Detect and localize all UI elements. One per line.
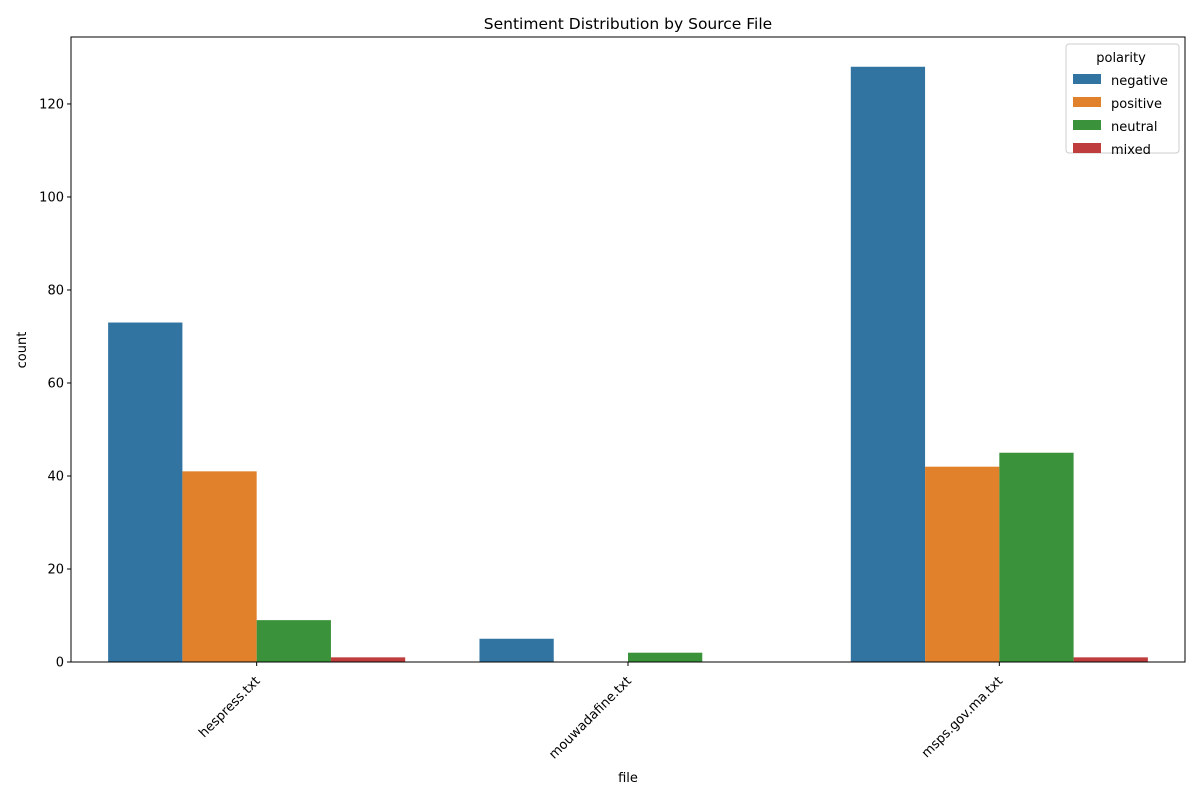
- legend-swatch-neutral: [1073, 120, 1101, 130]
- x-axis-label: file: [618, 771, 638, 786]
- x-tick-label: mouwadafine.txt: [546, 674, 634, 762]
- bar-negative-2: [850, 66, 926, 662]
- bar-mixed-2: [1073, 657, 1148, 662]
- bar-positive-0: [182, 471, 257, 662]
- y-axis-label: count: [15, 332, 30, 369]
- legend: polarity negative positive neutral mixed: [1065, 43, 1180, 158]
- y-tick-label: 40: [47, 469, 64, 484]
- legend-label-mixed: mixed: [1111, 143, 1151, 158]
- y-tick-label: 120: [39, 97, 64, 112]
- y-tick-label: 20: [47, 562, 64, 577]
- bar-negative-1: [479, 638, 554, 662]
- bar-positive-2: [925, 466, 1000, 662]
- legend-title: polarity: [1096, 51, 1146, 66]
- bar-neutral-0: [256, 620, 331, 662]
- legend-items: negative positive neutral mixed: [1073, 74, 1168, 158]
- bar-neutral-2: [999, 452, 1074, 662]
- bar-neutral-1: [628, 652, 703, 662]
- bar-mixed-0: [330, 657, 406, 662]
- chart-title: Sentiment Distribution by Source File: [484, 15, 772, 33]
- legend-label-neutral: neutral: [1111, 120, 1158, 135]
- x-tick-label: hespress.txt: [196, 674, 263, 741]
- y-tick-label: 80: [47, 283, 64, 298]
- legend-label-positive: positive: [1111, 97, 1162, 112]
- legend-swatch-negative: [1073, 74, 1101, 84]
- bars-layer: [108, 66, 1148, 662]
- x-axis: hespress.txt mouwadafine.txt msps.gov.ma.t…: [196, 662, 1006, 762]
- legend-label-negative: negative: [1111, 74, 1168, 89]
- y-axis: 0 20 40 60 80 100 120: [39, 97, 71, 671]
- bar-negative-0: [108, 322, 183, 662]
- y-tick-label: 100: [39, 190, 64, 205]
- y-tick-label: 60: [47, 376, 64, 391]
- x-tick-label: msps.gov.ma.txt: [919, 674, 1006, 761]
- legend-swatch-mixed: [1073, 143, 1101, 153]
- legend-swatch-positive: [1073, 97, 1101, 107]
- y-tick-label: 0: [56, 656, 64, 671]
